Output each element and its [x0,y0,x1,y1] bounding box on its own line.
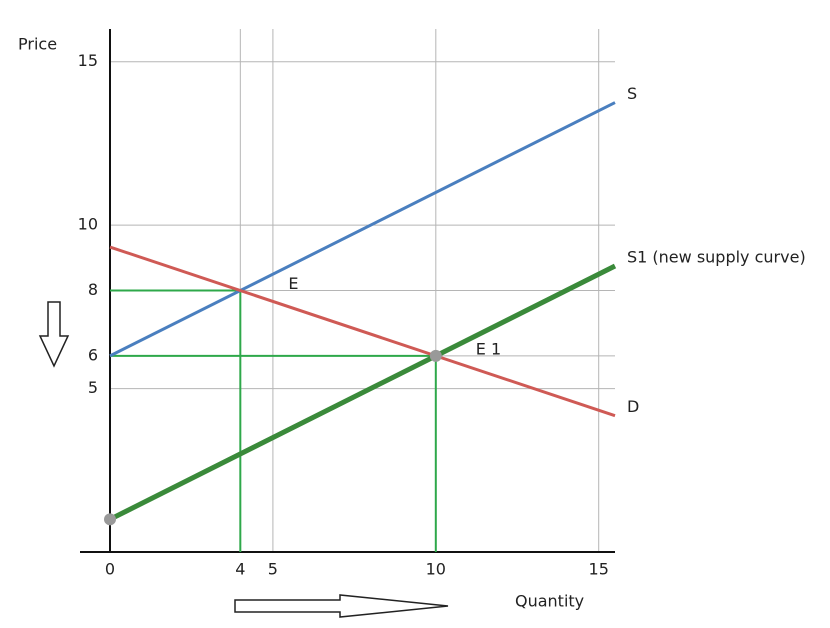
y-tick-label: 8 [88,280,98,299]
y-axis-label: Price [18,35,57,54]
x-axis-label: Quantity [515,592,584,611]
x-tick-label: 0 [105,560,115,579]
y-tick-label: 15 [78,51,98,70]
point-label: E [288,274,298,293]
down-arrow [38,301,70,368]
series-line [108,263,617,522]
series-line [109,101,616,358]
x-tick-label: 10 [426,560,446,579]
x-tick-label: 15 [589,560,609,579]
point-label: E 1 [476,339,501,358]
series-label: S [627,84,637,103]
series-label: S1 (new supply curve) [627,247,806,266]
y-tick-label: 10 [78,215,98,234]
right-arrow [234,594,449,618]
series-label: D [627,397,639,416]
x-tick-label: 5 [268,560,278,579]
x-tick-label: 4 [235,560,245,579]
y-tick-label: 5 [88,378,98,397]
point-dot [429,349,442,362]
y-tick-label: 6 [88,345,98,364]
point-dot [104,513,116,526]
series-line [109,245,616,418]
